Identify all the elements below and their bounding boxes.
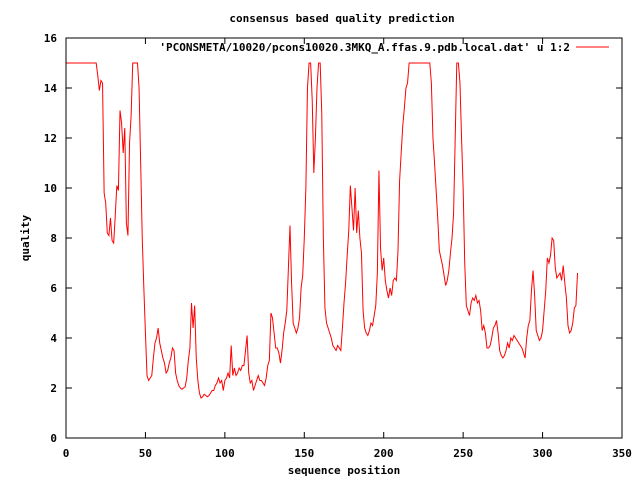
- axis-ticks: 0 50 100 150 200 250 300 350 0 2 4 6 8 10 12 14 16: [44, 32, 632, 460]
- x-tick-label-3: 150: [294, 447, 314, 460]
- y-tick-label-0: 0: [50, 432, 57, 445]
- chart-title: consensus based quality prediction: [229, 12, 454, 25]
- x-tick-label-7: 350: [612, 447, 632, 460]
- y-tick-label-4: 8: [50, 232, 57, 245]
- y-tick-label-5: 10: [44, 182, 57, 195]
- y-tick-label-6: 12: [44, 132, 57, 145]
- y-tick-label-1: 2: [50, 382, 57, 395]
- x-tick-label-6: 300: [533, 447, 553, 460]
- x-tick-label-1: 50: [139, 447, 152, 460]
- legend-entry-label: 'PCONSMETA/10020/pcons10020.3MKQ_A.ffas.…: [159, 41, 570, 54]
- y-tick-label-3: 6: [50, 282, 57, 295]
- x-tick-label-4: 200: [374, 447, 394, 460]
- series-line-0: [66, 62, 579, 399]
- x-axis-label: sequence position: [288, 464, 401, 477]
- series-group: [66, 62, 579, 399]
- legend: 'PCONSMETA/10020/pcons10020.3MKQ_A.ffas.…: [159, 41, 609, 54]
- x-tick-label-2: 100: [215, 447, 235, 460]
- x-tick-label-0: 0: [63, 447, 70, 460]
- y-tick-label-7: 14: [44, 82, 58, 95]
- y-axis-label: quality: [19, 214, 32, 261]
- x-tick-label-5: 250: [453, 447, 473, 460]
- plot-frame: [65, 37, 623, 439]
- y-tick-label-8: 16: [44, 32, 58, 45]
- y-tick-label-2: 4: [50, 332, 57, 345]
